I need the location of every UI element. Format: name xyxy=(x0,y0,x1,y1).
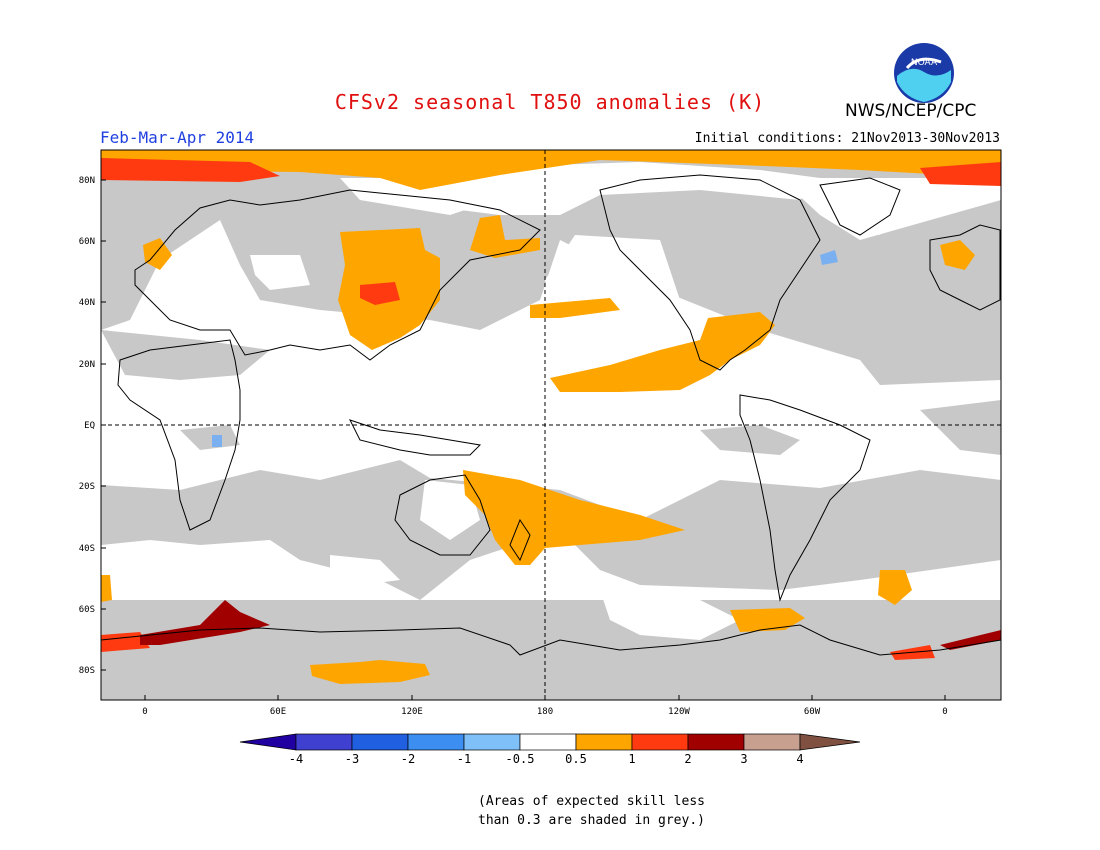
colorbar-segment xyxy=(743,733,801,751)
axis-labels: 80N 60N 40N 20N EQ 20S 40S 60S 80S 0 60E 120E 180 120… xyxy=(79,176,948,717)
colorbar-segment xyxy=(631,733,689,751)
colorbar-tick-label: -3 xyxy=(344,752,360,766)
orange-anomalies xyxy=(101,150,1001,684)
skill-note-line2: than 0.3 are shaded in grey.) xyxy=(478,813,705,828)
skill-note-line1: (Areas of expected skill less xyxy=(478,794,705,809)
lon-label: 60E xyxy=(270,707,286,717)
season-label: Feb-Mar-Apr 2014 xyxy=(100,128,255,147)
lon-label: 60W xyxy=(804,707,821,717)
lat-label: 20N xyxy=(79,360,95,370)
light-blue-anomalies xyxy=(212,250,838,447)
lon-label: 180 xyxy=(537,707,553,717)
colorbar-segment xyxy=(463,733,521,751)
lon-label: 120W xyxy=(668,707,690,717)
colorbar-segment xyxy=(407,733,465,751)
skill-note: (Areas of expected skill less than 0.3 a… xyxy=(478,792,738,830)
initial-conditions-label: Initial conditions: 21Nov2013-30Nov2013 xyxy=(694,131,1000,146)
dark-red-anomalies xyxy=(140,600,1001,650)
colorbar-high-arrow xyxy=(799,733,861,751)
red-anomalies xyxy=(101,158,1001,660)
colorbar-segment xyxy=(519,733,577,751)
lat-label: 80S xyxy=(79,666,95,676)
chart-title: CFSv2 seasonal T850 anomalies (K) xyxy=(334,90,766,114)
colorbar-tick-label: -4 xyxy=(288,752,304,766)
lon-label: 0 xyxy=(942,707,947,717)
agency-label: NWS/NCEP/CPC xyxy=(845,101,977,121)
colorbar-segment xyxy=(351,733,409,751)
coastlines xyxy=(100,174,1002,656)
lat-label: 40N xyxy=(79,298,95,308)
colorbar-tick-label: 3 xyxy=(740,752,748,766)
colorbar-tick-label: 1 xyxy=(628,752,636,766)
colorbar-tick-label: -2 xyxy=(400,752,416,766)
colorbar-low-arrow xyxy=(239,733,297,751)
colorbar-tick-label: -1 xyxy=(456,752,472,766)
lat-label: 60N xyxy=(79,237,95,247)
colorbar-tick-label: 0.5 xyxy=(565,752,587,766)
colorbar-segment xyxy=(295,733,353,751)
lat-label: EQ xyxy=(84,421,95,431)
lat-label: 80N xyxy=(79,176,95,186)
noaa-logo-text: NOAA xyxy=(911,58,938,68)
axis-ticks xyxy=(101,179,946,700)
lon-label: 120E xyxy=(401,707,423,717)
noaa-logo: NOAA xyxy=(894,43,954,103)
colorbar-segment xyxy=(687,733,745,751)
lat-label: 40S xyxy=(79,544,95,554)
colorbar-segment xyxy=(575,733,633,751)
lon-label: 0 xyxy=(142,707,147,717)
colorbar-tick-label: -0.5 xyxy=(505,752,535,766)
colorbar-tick-label: 2 xyxy=(684,752,692,766)
lat-label: 60S xyxy=(79,605,95,615)
lat-label: 20S xyxy=(79,482,95,492)
colorbar-tick-label: 4 xyxy=(796,752,804,766)
